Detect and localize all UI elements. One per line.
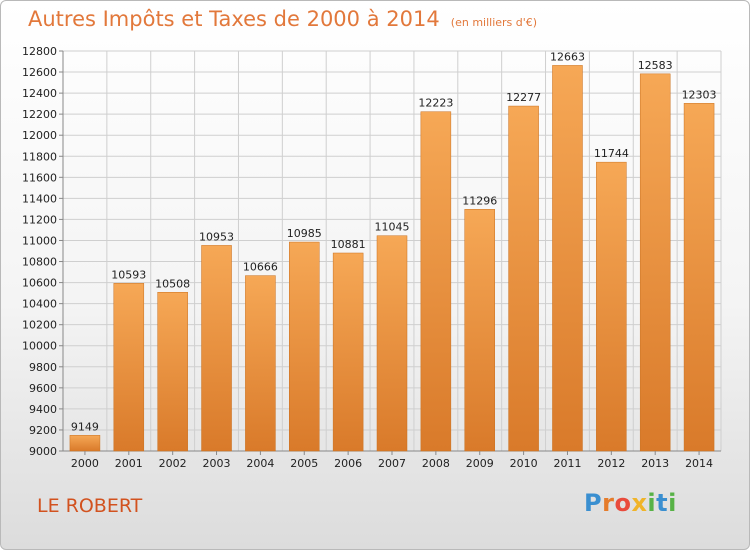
y-tick-label: 9600 [29, 382, 57, 395]
y-tick-label: 12200 [22, 108, 57, 121]
bar [289, 241, 320, 452]
y-tick-label: 9000 [29, 445, 57, 458]
bar-value-label: 10593 [111, 268, 146, 281]
x-tick-label: 2001 [115, 457, 143, 470]
bar-value-label: 12583 [638, 59, 673, 72]
y-tick-label: 9200 [29, 424, 57, 437]
x-tick-label: 2004 [246, 457, 274, 470]
bar [332, 252, 364, 452]
bar-value-label: 9149 [71, 420, 99, 433]
x-tick-label: 2010 [510, 457, 538, 470]
x-tick-label: 2008 [422, 457, 450, 470]
bar-value-label: 10953 [199, 230, 234, 243]
commune-name: LE ROBERT [37, 495, 143, 517]
bar-value-label: 11045 [375, 221, 410, 234]
bar-value-label: 10881 [331, 238, 366, 251]
y-tick-label: 12000 [22, 129, 57, 142]
bar [113, 283, 145, 452]
x-tick-label: 2012 [597, 457, 625, 470]
x-tick-label: 2009 [466, 457, 494, 470]
y-tick-label: 11400 [22, 192, 57, 205]
bar [69, 435, 101, 452]
bar-value-label: 12223 [418, 97, 453, 110]
y-tick-label: 11200 [22, 213, 57, 226]
y-tick-label: 11000 [22, 234, 57, 247]
title-main: Autres Impôts et Taxes de 2000 à 2014 [28, 7, 440, 31]
chart-title: Autres Impôts et Taxes de 2000 à 2014 (e… [28, 7, 537, 31]
bars [69, 65, 715, 452]
y-tick-label: 10400 [22, 298, 57, 311]
x-axis-ticks: 2000 2001 2002 2003 2004 2005 2006 2007 2008 2009… [71, 451, 713, 470]
y-tick-label: 11800 [22, 150, 57, 163]
bar [639, 73, 671, 452]
x-tick-label: 2007 [378, 457, 406, 470]
bar-value-label: 11296 [462, 194, 497, 207]
y-tick-label: 9400 [29, 403, 57, 416]
y-tick-label: 12400 [22, 87, 57, 100]
y-tick-label: 12600 [22, 66, 57, 79]
bar [464, 209, 495, 452]
proxiti-logo: Proxiti [584, 489, 677, 517]
bar-value-label: 10508 [155, 277, 190, 290]
bar [157, 292, 188, 452]
bar-value-label: 12277 [506, 91, 541, 104]
bar [683, 103, 715, 452]
title-unit: (en milliers d'€) [450, 16, 538, 29]
x-tick-label: 2003 [203, 457, 231, 470]
bar [201, 245, 232, 452]
bar-value-label: 12303 [682, 88, 717, 101]
x-tick-label: 2013 [641, 457, 669, 470]
bar-value-label: 11744 [594, 147, 629, 160]
x-tick-label: 2002 [159, 457, 187, 470]
bar [245, 275, 276, 452]
bar [508, 105, 539, 452]
bar-value-label: 10985 [287, 227, 322, 240]
x-tick-label: 2014 [685, 457, 713, 470]
bar [552, 65, 583, 452]
x-tick-label: 2011 [553, 457, 581, 470]
x-tick-label: 2000 [71, 457, 99, 470]
y-tick-label: 10600 [22, 277, 57, 290]
y-tick-label: 9800 [29, 361, 57, 374]
x-tick-label: 2006 [334, 457, 362, 470]
x-tick-label: 2005 [290, 457, 318, 470]
y-axis-ticks: 9000 9200 9400 9600 9800 10000 10200 10400 10600… [22, 45, 63, 458]
bar-value-label: 10666 [243, 261, 278, 274]
bar [420, 111, 452, 452]
y-tick-label: 10200 [22, 319, 57, 332]
y-tick-label: 10800 [22, 256, 57, 269]
bar [596, 161, 627, 452]
bar-value-label: 12663 [550, 50, 585, 63]
y-tick-label: 10000 [22, 340, 57, 353]
y-tick-label: 12800 [22, 45, 57, 58]
value-labels: 9149 10593 10508 10953 10666 10985 10881 11045 1… [71, 50, 717, 433]
bar [376, 235, 408, 452]
y-tick-label: 11600 [22, 171, 57, 184]
